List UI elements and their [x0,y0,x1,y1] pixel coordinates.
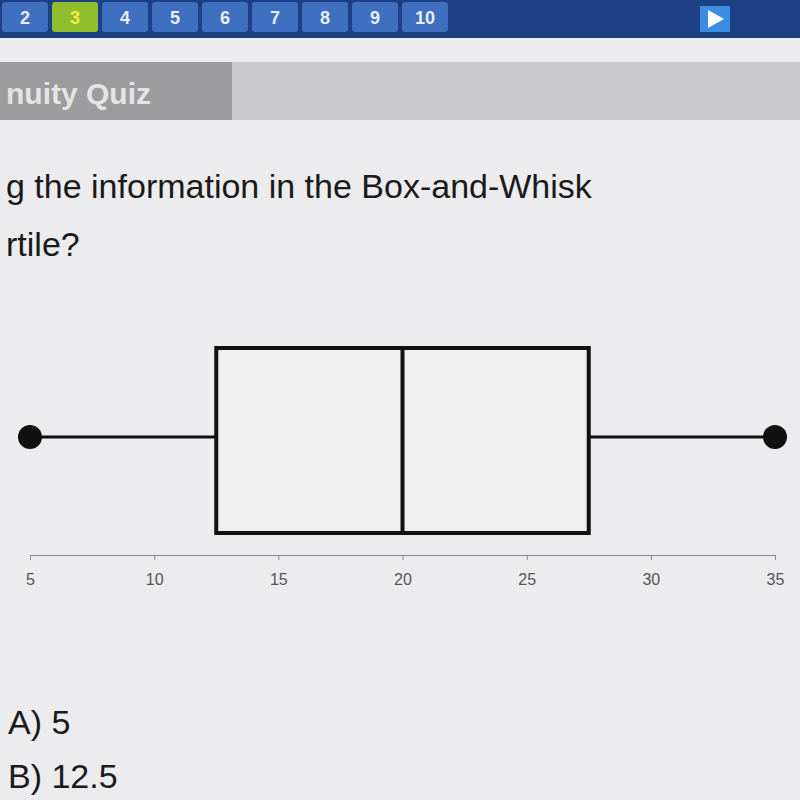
nav-tab-label[interactable]: 4 [120,8,130,28]
nav-tab[interactable] [52,2,98,32]
tick: 15 [270,555,288,588]
min-point [18,425,42,449]
nav-bar [0,0,800,38]
header-title: nuity Quiz [6,77,151,110]
nav-tab-label[interactable]: 6 [220,8,230,28]
nav-tab[interactable] [252,2,298,32]
tick-label: 10 [146,571,164,588]
tick-mark [775,555,776,560]
nav-tab-label[interactable]: 7 [270,8,280,28]
tick: 30 [642,555,660,588]
header-tab [0,62,232,120]
nav-tab[interactable] [2,2,48,32]
nav-tabs: 2 3 4 5 6 7 8 9 10 [2,2,448,32]
x-axis: 5 10 15 20 25 30 35 [26,555,784,588]
tick: 25 [518,555,536,588]
answer-option[interactable]: B) 12.5 [8,757,118,795]
tick-label: 25 [518,571,536,588]
nav-tab-label[interactable]: 5 [170,8,180,28]
nav-tab[interactable] [352,2,398,32]
tick: 5 [26,555,35,588]
nav-tab[interactable] [402,2,448,32]
nav-tab-label[interactable]: 9 [370,8,380,28]
tick-mark [30,555,31,560]
nav-tab[interactable] [152,2,198,32]
nav-tab-label[interactable]: 2 [20,8,30,28]
tick-label: 15 [270,571,288,588]
question-text: g the information in the Box-and-Whisk [6,167,593,205]
tick-mark [278,555,279,560]
tick-label: 30 [642,571,660,588]
tick-mark [527,555,528,560]
max-point [763,425,787,449]
nav-tab[interactable] [102,2,148,32]
tick-mark [403,555,404,560]
tick: 35 [767,555,785,588]
upper-whisker [589,436,775,439]
tick: 10 [146,555,164,588]
nav-tab-label[interactable]: 10 [415,8,435,28]
tick-label: 35 [767,571,785,588]
header-band [0,62,800,120]
lower-whisker [30,436,216,439]
box [216,348,589,533]
tick-label: 20 [394,571,412,588]
background [0,0,800,800]
tick-mark [154,555,155,560]
nav-arrow[interactable] [708,10,724,28]
nav-tab[interactable] [202,2,248,32]
median-line [401,348,405,533]
question-text: rtile? [6,225,80,263]
nav-tab[interactable] [302,2,348,32]
tick-label: 5 [26,571,35,588]
nav-arrow-box[interactable] [700,6,730,32]
nav-tab-label[interactable]: 3 [70,8,80,28]
page: 2 3 4 5 6 7 8 9 10 nuity Quiz g the information in… [0,0,800,800]
answer-option[interactable]: A) 5 [8,703,70,741]
tick-mark [651,555,652,560]
plot-area [18,348,787,533]
nav-tab-label[interactable]: 8 [320,8,330,28]
tick: 20 [394,555,412,588]
